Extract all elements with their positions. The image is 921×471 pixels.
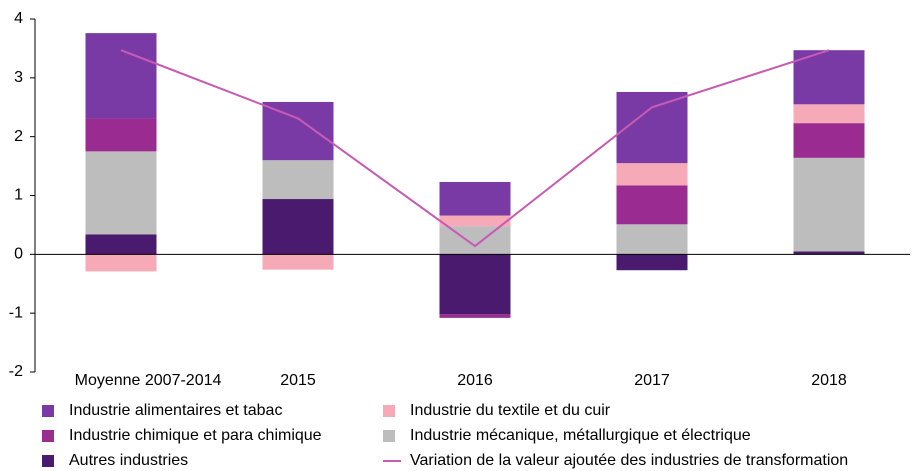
y-tick-label: 2	[14, 128, 23, 145]
bar	[85, 118, 157, 152]
bar	[439, 226, 511, 255]
bar	[793, 104, 865, 124]
bar	[616, 224, 688, 255]
x-tick-label: 2018	[811, 372, 847, 389]
y-tick-label: 4	[14, 10, 23, 27]
bar	[616, 163, 688, 186]
y-tick-label: 1	[14, 187, 23, 204]
legend-swatch	[42, 455, 54, 467]
bar	[262, 160, 334, 200]
bar	[793, 50, 865, 105]
y-tick-label: 3	[14, 69, 23, 86]
bar	[439, 215, 511, 227]
bar	[262, 101, 334, 161]
bar	[85, 254, 157, 272]
bar	[616, 185, 688, 225]
legend-label: Industrie chimique et para chimique	[69, 427, 322, 444]
legend-label: Industrie du textile et du cuir	[410, 402, 611, 419]
x-tick-label: 2015	[280, 372, 316, 389]
legend-label: Industrie mécanique, métallurgique et él…	[410, 427, 751, 444]
bar	[793, 251, 865, 255]
line	[120, 49, 830, 248]
bar	[616, 91, 688, 164]
bar	[85, 234, 157, 255]
bar	[439, 314, 511, 318]
legend-swatch	[383, 430, 395, 442]
legend-label: Autres industries	[69, 452, 188, 469]
legend-label: Variation de la valeur ajoutée des indus…	[410, 452, 848, 469]
bar	[262, 254, 334, 270]
bar	[793, 157, 865, 252]
x-tick-label: 2016	[457, 372, 493, 389]
bar	[85, 151, 157, 235]
bar	[616, 254, 688, 271]
legend-swatch	[383, 405, 395, 417]
legend-swatch	[42, 430, 54, 442]
x-tick-label: 2017	[634, 372, 670, 389]
legend-swatch	[42, 405, 54, 417]
x-tick-label: Moyenne 2007-2014	[75, 372, 222, 389]
bar	[439, 181, 511, 216]
y-tick-label: -1	[9, 304, 23, 321]
legend-label: Industrie alimentaires et tabac	[69, 402, 282, 419]
bar	[85, 33, 157, 119]
bar	[793, 123, 865, 158]
y-tick-label: 0	[14, 246, 23, 263]
bar	[262, 199, 334, 255]
bar	[439, 254, 511, 315]
y-tick-label: -2	[9, 363, 23, 380]
